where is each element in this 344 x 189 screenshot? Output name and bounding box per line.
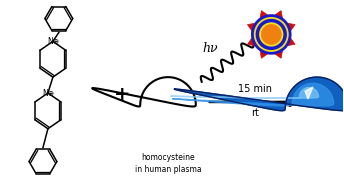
Text: hν: hν bbox=[202, 42, 217, 55]
Text: rt: rt bbox=[251, 108, 259, 118]
Polygon shape bbox=[172, 83, 334, 106]
Circle shape bbox=[257, 21, 285, 48]
Text: +: + bbox=[114, 85, 131, 105]
Text: 15 min: 15 min bbox=[238, 84, 272, 94]
Text: N⊕: N⊕ bbox=[47, 37, 59, 46]
Text: homocysteine
in human plasma: homocysteine in human plasma bbox=[135, 153, 201, 174]
Polygon shape bbox=[305, 87, 313, 99]
Text: N⊕: N⊕ bbox=[42, 88, 54, 98]
Polygon shape bbox=[171, 88, 319, 98]
Polygon shape bbox=[247, 11, 295, 58]
Circle shape bbox=[261, 25, 281, 44]
Polygon shape bbox=[174, 77, 344, 111]
Circle shape bbox=[252, 15, 290, 53]
